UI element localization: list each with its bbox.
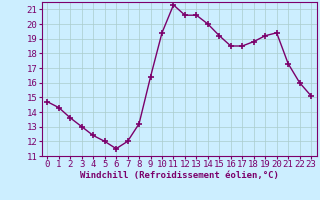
X-axis label: Windchill (Refroidissement éolien,°C): Windchill (Refroidissement éolien,°C) [80, 171, 279, 180]
